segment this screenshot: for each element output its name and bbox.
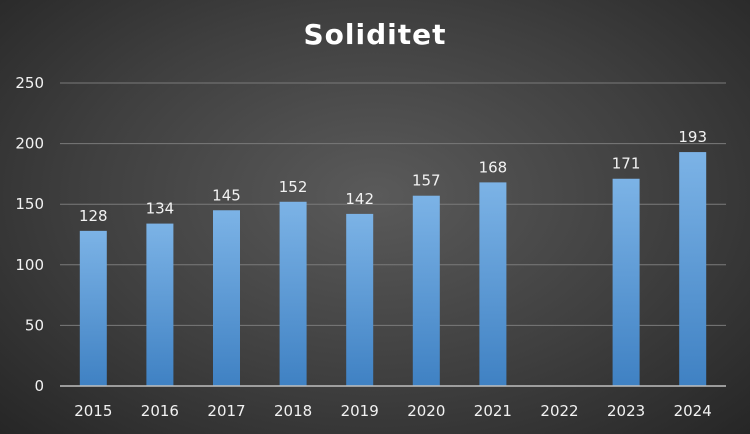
- data-label-2021: 168: [479, 158, 508, 176]
- data-label-2015: 128: [79, 207, 108, 225]
- bar-2016: [146, 223, 174, 386]
- x-tick-label: 2017: [207, 402, 245, 420]
- bar-2015: [79, 230, 107, 386]
- x-tick-label: 2024: [674, 402, 712, 420]
- x-tick-label: 2021: [474, 402, 512, 420]
- y-tick-label: 150: [15, 195, 44, 213]
- data-label-2023: 171: [612, 155, 641, 173]
- data-label-2016: 134: [146, 200, 175, 218]
- data-label-2018: 152: [279, 178, 308, 196]
- y-tick-label: 50: [25, 316, 44, 334]
- x-tick-label: 2015: [74, 402, 112, 420]
- bar-2017: [213, 210, 240, 386]
- bar-2019: [346, 213, 374, 386]
- bar-2020: [412, 195, 440, 386]
- data-label-2017: 145: [212, 186, 241, 204]
- y-tick-label: 250: [15, 74, 44, 92]
- x-tick-label: 2023: [607, 402, 645, 420]
- y-tick-label: 0: [34, 377, 44, 395]
- data-label-2024: 193: [678, 128, 707, 146]
- x-tick-label: 2018: [274, 402, 312, 420]
- data-label-2019: 142: [345, 190, 374, 208]
- x-tick-label: 2019: [341, 402, 379, 420]
- x-tick-label: 2020: [407, 402, 445, 420]
- bar-2021: [479, 182, 507, 386]
- bar-2024: [679, 152, 707, 386]
- x-tick-label: 2016: [141, 402, 179, 420]
- bar-2018: [279, 201, 307, 386]
- chart-title: Soliditet: [303, 18, 447, 51]
- x-tick-label: 2022: [540, 402, 578, 420]
- data-label-2020: 157: [412, 172, 441, 190]
- y-tick-label: 200: [15, 135, 44, 153]
- bar-2023: [612, 178, 640, 386]
- y-tick-label: 100: [15, 256, 44, 274]
